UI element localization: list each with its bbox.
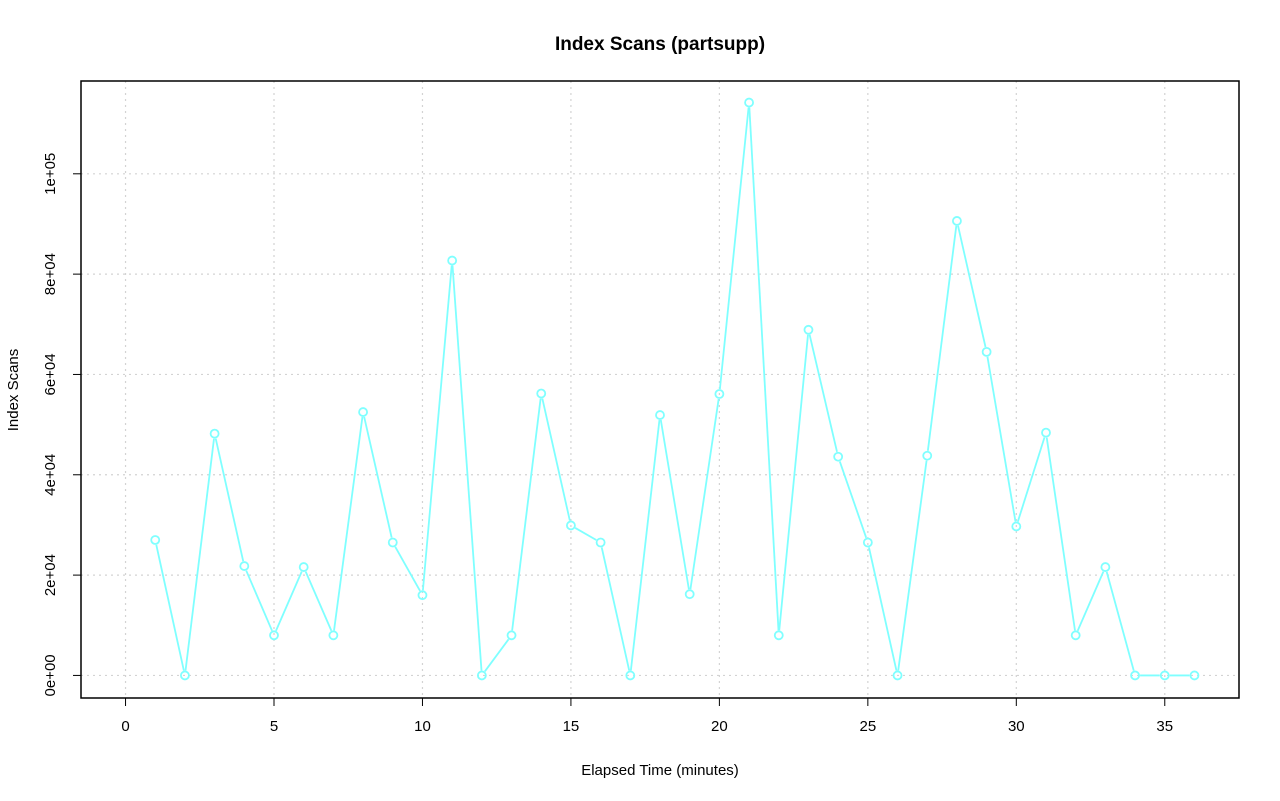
series-line-segment (484, 638, 510, 672)
data-point (1159, 670, 1170, 681)
x-axis-title: Elapsed Time (minutes) (581, 762, 739, 779)
series-line-segment (304, 571, 333, 632)
data-point (1011, 521, 1022, 532)
series-line-segment (838, 461, 868, 539)
series-line-segment (926, 225, 958, 451)
data-point (476, 670, 487, 681)
data-point (744, 97, 754, 108)
data-point (298, 562, 309, 572)
series-line-segment (574, 527, 597, 541)
data-point (655, 410, 665, 420)
x-tick-label: 20 (711, 718, 728, 735)
x-tick-label: 5 (270, 718, 278, 735)
data-point (1041, 427, 1051, 438)
data-point (1130, 670, 1140, 681)
data-point (328, 630, 339, 641)
x-axis: 0 5 10 15 20 25 30 35 (121, 697, 1173, 735)
data-point (892, 670, 903, 681)
data-point (209, 428, 220, 439)
data-point (1100, 562, 1111, 572)
series-line-segment (422, 265, 453, 591)
x-tick-label: 30 (1008, 718, 1025, 735)
data-point (180, 670, 190, 681)
series-line-segment (808, 334, 838, 453)
series-line-segment (748, 107, 780, 631)
series-line-segment (718, 107, 750, 390)
series-line-segment (957, 225, 987, 348)
x-tick-label: 0 (121, 718, 129, 735)
data-point (595, 537, 606, 548)
series-line-segment (155, 544, 185, 671)
series-line-segment (184, 438, 215, 671)
x-tick-label: 15 (563, 718, 580, 735)
series-line-segment (778, 334, 809, 631)
series-line-segment (333, 416, 364, 631)
y-tick-label: 6e+04 (42, 353, 59, 395)
y-axis: 0e+00 2e+04 4e+04 6e+04 8e+04 1e+05 (42, 153, 82, 696)
series-line-segment (511, 398, 542, 631)
data-point (447, 255, 458, 266)
data-point (714, 389, 725, 399)
data-point (150, 535, 161, 545)
x-tick-label: 35 (1156, 718, 1173, 735)
series-line-segment (868, 547, 898, 671)
y-tick-label: 4e+04 (42, 454, 59, 496)
y-tick-label: 0e+00 (42, 654, 59, 696)
data-point (387, 537, 398, 548)
series-line-segment (659, 419, 690, 590)
series-line-segment (600, 547, 631, 671)
data-point (417, 590, 428, 601)
series-line-segment (897, 460, 928, 671)
series-line-segment (363, 416, 393, 538)
grid-lines (81, 81, 1239, 698)
data-point (684, 589, 695, 600)
y-tick-label: 1e+05 (42, 153, 59, 195)
data-series (150, 97, 1200, 681)
x-tick-label: 10 (414, 718, 431, 735)
data-point (358, 407, 368, 417)
series-line-segment (275, 571, 303, 632)
data-point (803, 324, 814, 335)
series-line-segment (394, 546, 421, 592)
chart-title: Index Scans (partsupp) (555, 34, 765, 55)
data-point (862, 537, 873, 548)
data-point (1070, 630, 1081, 641)
series-line-segment (1105, 571, 1135, 671)
x-tick-label: 25 (860, 718, 877, 735)
data-point (239, 561, 250, 571)
data-point (952, 216, 962, 226)
y-axis-title: Index Scans (5, 349, 22, 432)
series-line-segment (1016, 437, 1046, 522)
data-point (981, 346, 992, 357)
series-line-segment (245, 570, 273, 632)
y-tick-label: 2e+04 (42, 554, 59, 596)
data-point (1189, 670, 1200, 681)
series-line-segment (541, 398, 571, 521)
series-line-segment (629, 419, 661, 671)
series-line-segment (451, 265, 483, 671)
series-line-segment (1045, 437, 1076, 631)
data-point (922, 450, 933, 461)
data-point (269, 630, 279, 641)
series-line-segment (1076, 571, 1105, 632)
data-point (773, 630, 784, 641)
y-tick-label: 8e+04 (42, 253, 59, 295)
data-point (566, 520, 576, 531)
series-line-segment (986, 356, 1017, 522)
data-point (506, 630, 517, 641)
data-point (625, 670, 636, 681)
series-line-segment (689, 398, 720, 590)
series-line-segment (214, 438, 245, 562)
data-point (536, 388, 547, 399)
data-point (833, 451, 844, 462)
